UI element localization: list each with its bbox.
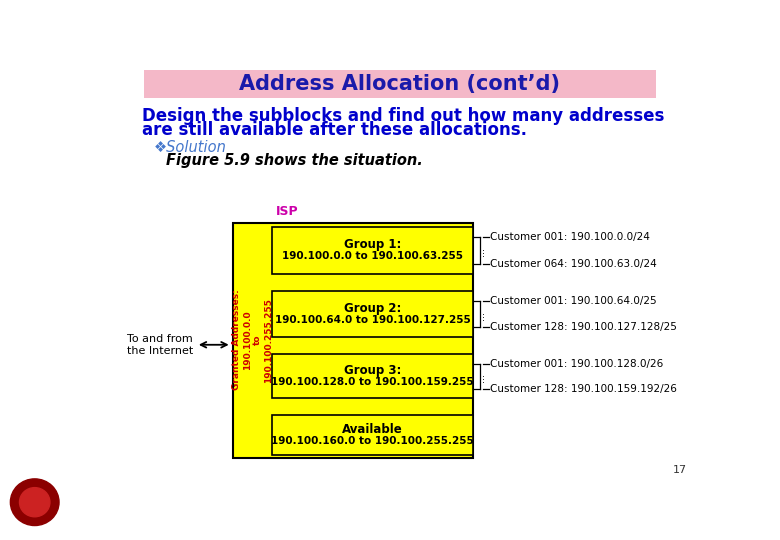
Text: Group 2:: Group 2:: [344, 302, 402, 315]
Text: ...: ...: [476, 373, 486, 382]
Text: Customer 128: 190.100.159.192/26: Customer 128: 190.100.159.192/26: [491, 383, 677, 394]
FancyBboxPatch shape: [272, 291, 473, 338]
Text: To and from
the Internet: To and from the Internet: [127, 334, 193, 355]
Text: Group 3:: Group 3:: [344, 364, 402, 377]
Text: ...: ...: [476, 312, 486, 320]
Text: 190.100.128.0 to 190.100.159.255: 190.100.128.0 to 190.100.159.255: [271, 377, 474, 387]
Text: are still available after these allocations.: are still available after these allocati…: [143, 121, 527, 139]
Text: Group 1:: Group 1:: [344, 239, 402, 252]
Text: Customer 064: 190.100.63.0/24: Customer 064: 190.100.63.0/24: [491, 259, 658, 269]
Text: Figure 5.9 shows the situation.: Figure 5.9 shows the situation.: [165, 153, 423, 168]
FancyBboxPatch shape: [272, 226, 473, 274]
FancyBboxPatch shape: [272, 354, 473, 398]
Text: Customer 001: 190.100.128.0/26: Customer 001: 190.100.128.0/26: [491, 359, 664, 369]
Text: Customer 001: 190.100.64.0/25: Customer 001: 190.100.64.0/25: [491, 296, 657, 306]
Text: ...: ...: [476, 247, 486, 256]
Text: Customer 001: 190.100.0.0/24: Customer 001: 190.100.0.0/24: [491, 232, 651, 242]
Text: Granted Addresses:
190.100.0.0
to
190.100.255.255: Granted Addresses: 190.100.0.0 to 190.10…: [232, 289, 272, 390]
FancyBboxPatch shape: [144, 70, 655, 98]
Text: 190.100.0.0 to 190.100.63.255: 190.100.0.0 to 190.100.63.255: [282, 251, 463, 261]
Text: Customer 128: 190.100.127.128/25: Customer 128: 190.100.127.128/25: [491, 322, 677, 332]
Text: 190.100.64.0 to 190.100.127.255: 190.100.64.0 to 190.100.127.255: [275, 315, 470, 325]
Text: 17: 17: [672, 465, 686, 475]
Circle shape: [10, 479, 59, 525]
Text: ISP: ISP: [276, 205, 299, 218]
FancyBboxPatch shape: [233, 222, 473, 457]
Text: ❖Solution: ❖Solution: [154, 140, 226, 156]
Text: 190.100.160.0 to 190.100.255.255: 190.100.160.0 to 190.100.255.255: [271, 436, 474, 446]
Circle shape: [20, 488, 50, 517]
Text: Address Allocation (cont’d): Address Allocation (cont’d): [239, 74, 560, 94]
FancyBboxPatch shape: [272, 415, 473, 455]
Text: Available: Available: [342, 423, 403, 436]
Text: Design the subblocks and find out how many addresses: Design the subblocks and find out how ma…: [143, 107, 665, 125]
